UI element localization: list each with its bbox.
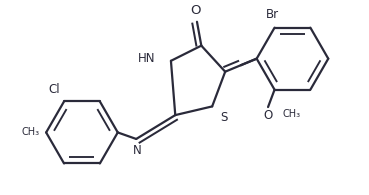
Text: Cl: Cl xyxy=(48,83,60,96)
Text: N: N xyxy=(133,144,142,157)
Text: CH₃: CH₃ xyxy=(282,109,300,119)
Text: Br: Br xyxy=(266,8,279,21)
Text: O: O xyxy=(263,109,273,122)
Text: HN: HN xyxy=(138,52,156,65)
Text: CH₃: CH₃ xyxy=(21,128,39,137)
Text: O: O xyxy=(191,4,201,17)
Text: S: S xyxy=(220,111,227,124)
